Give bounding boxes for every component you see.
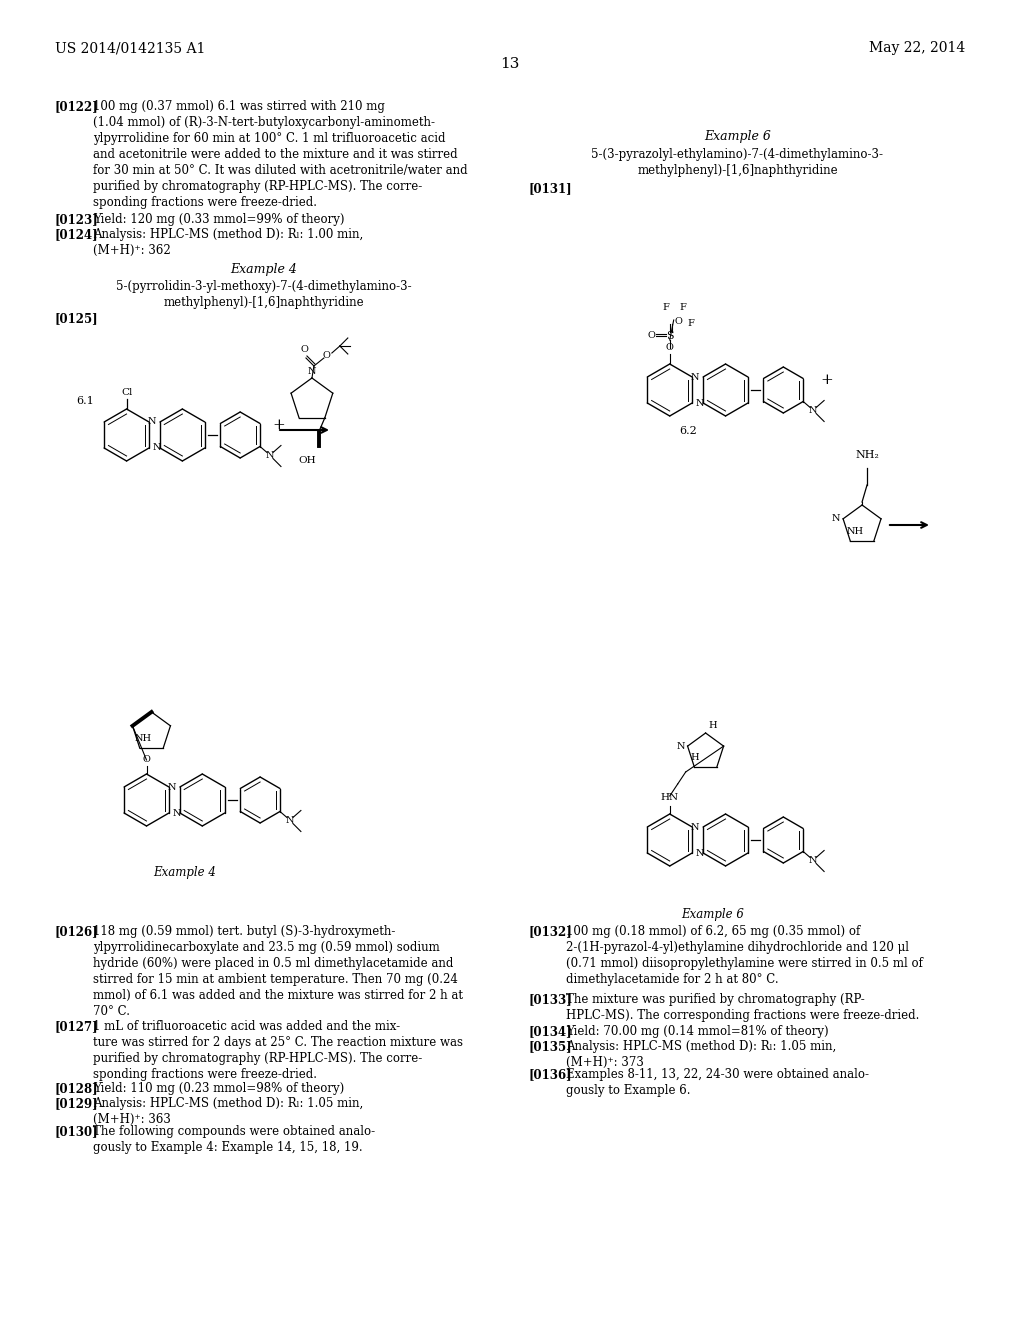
Text: N: N [696,399,705,408]
Text: Example 4: Example 4 [230,263,298,276]
Text: 6.2: 6.2 [679,426,696,436]
Text: F: F [680,304,686,312]
Text: [0128]: [0128] [55,1082,98,1096]
Text: 5-(3-pyrazolyl-ethylamino)-7-(4-dimethylamino-3-
methylphenyl)-[1,6]naphthyridin: 5-(3-pyrazolyl-ethylamino)-7-(4-dimethyl… [592,148,884,177]
Text: [0135]: [0135] [528,1040,571,1053]
Text: [0130]: [0130] [55,1125,98,1138]
Text: Yield: 110 mg (0.23 mmol=98% of theory): Yield: 110 mg (0.23 mmol=98% of theory) [93,1082,344,1096]
Text: N: N [168,783,176,792]
Text: [0131]: [0131] [528,182,571,195]
Text: May 22, 2014: May 22, 2014 [869,41,966,55]
Text: Example 6: Example 6 [681,908,744,921]
Text: [0123]: [0123] [55,213,98,226]
Text: N: N [691,372,699,381]
Text: [0132]: [0132] [528,925,572,939]
Text: F: F [663,304,669,312]
Text: Yield: 120 mg (0.33 mmol=99% of theory): Yield: 120 mg (0.33 mmol=99% of theory) [93,213,344,226]
Text: N: N [173,808,181,817]
Text: Examples 8-11, 13, 22, 24-30 were obtained analo-
gously to Example 6.: Examples 8-11, 13, 22, 24-30 were obtain… [566,1068,869,1097]
Text: O: O [300,345,308,354]
Text: N: N [286,816,294,825]
Text: 13: 13 [501,57,520,71]
Text: +: + [272,418,286,432]
Text: Analysis: HPLC-MS (method D): Rₗ: 1.00 min,
(M+H)⁺: 362: Analysis: HPLC-MS (method D): Rₗ: 1.00 m… [93,228,362,257]
Text: O: O [666,343,674,352]
Text: The mixture was purified by chromatography (RP-
HPLC-MS). The corresponding frac: The mixture was purified by chromatograp… [566,993,920,1022]
Text: 100 mg (0.37 mmol) 6.1 was stirred with 210 mg
(1.04 mmol) of (R)-3-N-tert-butyl: 100 mg (0.37 mmol) 6.1 was stirred with … [93,100,467,209]
Text: [0124]: [0124] [55,228,98,242]
Text: S: S [666,331,674,341]
Text: N: N [696,849,705,858]
Text: [0126]: [0126] [55,925,98,939]
Text: N: N [831,515,840,523]
Text: [0129]: [0129] [55,1097,98,1110]
Text: O: O [675,318,683,326]
Text: [0134]: [0134] [528,1026,571,1038]
Text: [0136]: [0136] [528,1068,571,1081]
Text: N: N [809,855,817,865]
Text: F: F [688,319,694,329]
Text: Analysis: HPLC-MS (method D): Rₗ: 1.05 min,
(M+H)⁺: 363: Analysis: HPLC-MS (method D): Rₗ: 1.05 m… [93,1097,362,1126]
Text: The following compounds were obtained analo-
gously to Example 4: Example 14, 15: The following compounds were obtained an… [93,1125,375,1154]
Text: Example 6: Example 6 [705,129,771,143]
Text: N: N [153,444,161,453]
Text: OH: OH [298,455,315,465]
Text: O: O [142,755,151,764]
Text: N: N [147,417,157,426]
Text: 118 mg (0.59 mmol) tert. butyl (S)-3-hydroxymeth-
ylpyrrolidinecarboxylate and 2: 118 mg (0.59 mmol) tert. butyl (S)-3-hyd… [93,925,463,1018]
Text: [0125]: [0125] [55,312,98,325]
Text: Example 4: Example 4 [153,866,216,879]
Text: N: N [691,822,699,832]
Text: N: N [266,451,274,459]
Text: +: + [821,374,834,387]
Text: H: H [709,721,717,730]
Text: Cl: Cl [121,388,132,397]
Text: 5-(pyrrolidin-3-yl-methoxy)-7-(4-dimethylamino-3-
methylphenyl)-[1,6]naphthyridi: 5-(pyrrolidin-3-yl-methoxy)-7-(4-dimethy… [117,280,412,309]
Text: NH: NH [134,734,152,743]
Text: H: H [690,754,699,763]
Text: 1 mL of trifluoroacetic acid was added and the mix-
ture was stirred for 2 days : 1 mL of trifluoroacetic acid was added a… [93,1020,463,1081]
Text: [0127]: [0127] [55,1020,98,1034]
Text: N: N [307,367,316,376]
Text: US 2014/0142135 A1: US 2014/0142135 A1 [55,41,205,55]
Text: [0122]: [0122] [55,100,98,114]
Text: NH₂: NH₂ [855,450,879,459]
Text: N: N [676,742,685,751]
Text: O: O [648,331,655,341]
Text: HN: HN [660,793,679,803]
Text: Analysis: HPLC-MS (method D): Rₗ: 1.05 min,
(M+H)⁺: 373: Analysis: HPLC-MS (method D): Rₗ: 1.05 m… [566,1040,837,1069]
Text: NH: NH [846,527,863,536]
Text: O: O [323,351,331,360]
Text: Yield: 70.00 mg (0.14 mmol=81% of theory): Yield: 70.00 mg (0.14 mmol=81% of theory… [566,1026,828,1038]
Text: 6.1: 6.1 [77,396,94,407]
Text: 100 mg (0.18 mmol) of 6.2, 65 mg (0.35 mmol) of
2-(1H-pyrazol-4-yl)ethylamine di: 100 mg (0.18 mmol) of 6.2, 65 mg (0.35 m… [566,925,923,986]
Text: N: N [809,407,817,414]
Text: [0133]: [0133] [528,993,572,1006]
